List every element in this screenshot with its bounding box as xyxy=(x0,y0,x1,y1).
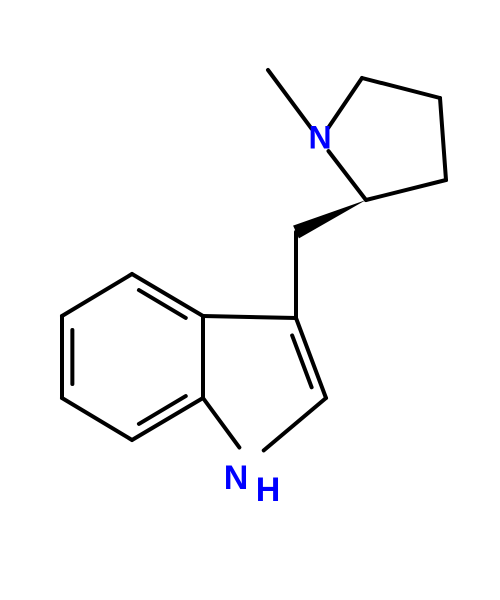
bond xyxy=(62,274,132,316)
molecule-diagram: NHN xyxy=(0,0,500,600)
bond xyxy=(328,78,362,128)
atom-label: N xyxy=(308,119,331,155)
bond xyxy=(132,398,203,440)
bond xyxy=(292,335,311,387)
atom-label: H xyxy=(256,471,281,509)
bond xyxy=(362,78,440,98)
bond xyxy=(264,398,326,450)
atom-label: N xyxy=(224,459,249,497)
bond xyxy=(329,151,366,200)
bond xyxy=(62,398,132,440)
bond xyxy=(366,180,446,200)
wedge-bond xyxy=(293,200,366,238)
bond xyxy=(203,398,239,447)
bond xyxy=(268,70,312,129)
bond xyxy=(440,98,446,180)
bond xyxy=(132,274,203,316)
bond xyxy=(203,316,296,318)
